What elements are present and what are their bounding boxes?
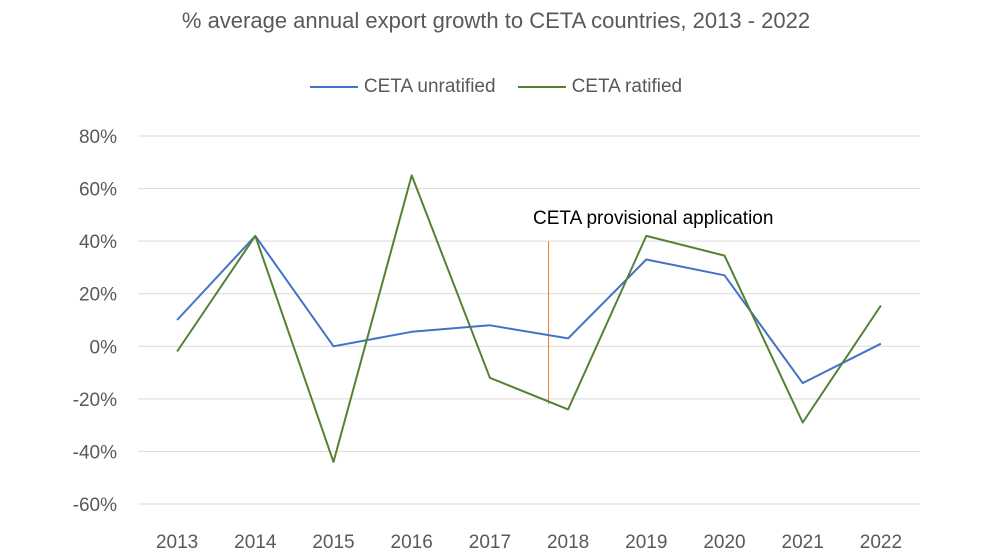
y-tick-label: 0% <box>90 337 118 358</box>
series-line-ratified <box>176 174 882 463</box>
legend-item-unratified: CETA unratified <box>309 76 496 98</box>
legend-label-ratified: CETA ratified <box>571 76 683 97</box>
y-tick-label: -20% <box>73 390 117 411</box>
x-tick-label: 2013 <box>156 532 198 553</box>
legend-label-unratified: CETA unratified <box>363 76 496 97</box>
y-tick-label: 60% <box>79 180 117 201</box>
y-tick-label: 40% <box>79 232 117 253</box>
y-tick-label: 20% <box>79 285 117 306</box>
x-tick-label: 2018 <box>547 532 589 553</box>
x-tick-label: 2016 <box>391 532 433 553</box>
y-tick-label: -60% <box>73 495 117 516</box>
x-tick-label: 2014 <box>234 532 277 553</box>
y-tick-label: -40% <box>73 442 117 463</box>
x-tick-label: 2019 <box>625 532 667 553</box>
legend-swatch-unratified <box>309 86 358 88</box>
x-tick-label: 2021 <box>782 532 824 553</box>
x-tick-label: 2020 <box>703 532 745 553</box>
series-line-unratified <box>176 234 882 385</box>
chart-title: % average annual export growth to CETA c… <box>181 8 811 33</box>
x-tick-label: 2017 <box>469 532 511 553</box>
legend-swatch-ratified <box>517 86 566 88</box>
y-tick-label: 80% <box>79 127 117 148</box>
x-tick-label: 2022 <box>860 532 902 553</box>
x-tick-label: 2015 <box>312 532 354 553</box>
legend: CETA unratified CETA ratified <box>0 76 992 98</box>
legend-item-ratified: CETA ratified <box>517 76 683 98</box>
annotation-label: CETA provisional application <box>533 208 773 229</box>
